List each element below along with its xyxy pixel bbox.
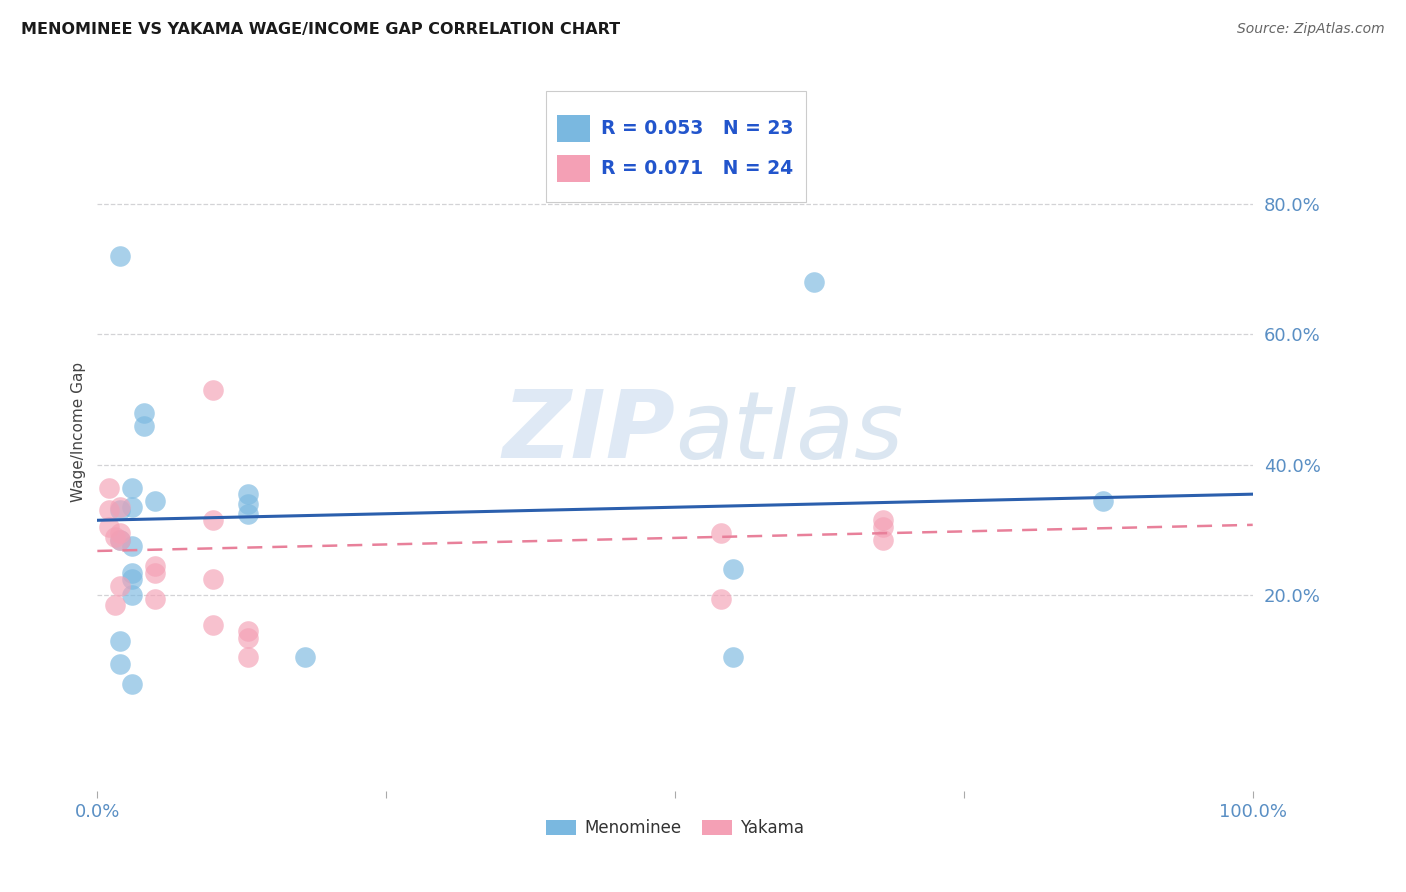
FancyBboxPatch shape bbox=[557, 115, 589, 142]
Point bbox=[710, 526, 733, 541]
Point bbox=[110, 249, 132, 263]
Point bbox=[110, 533, 132, 547]
Point bbox=[104, 598, 127, 612]
Point bbox=[132, 418, 155, 433]
Legend: Menominee, Yakama: Menominee, Yakama bbox=[540, 813, 811, 844]
Point bbox=[236, 487, 259, 501]
Point bbox=[721, 650, 744, 665]
Point bbox=[236, 507, 259, 521]
Point bbox=[143, 566, 166, 580]
Point bbox=[110, 533, 132, 547]
Point bbox=[121, 588, 143, 602]
Text: R = 0.053   N = 23: R = 0.053 N = 23 bbox=[602, 119, 793, 137]
Point bbox=[201, 513, 224, 527]
Point bbox=[121, 676, 143, 690]
Point bbox=[1091, 493, 1114, 508]
Point bbox=[121, 572, 143, 586]
Text: MENOMINEE VS YAKAMA WAGE/INCOME GAP CORRELATION CHART: MENOMINEE VS YAKAMA WAGE/INCOME GAP CORR… bbox=[21, 22, 620, 37]
Point bbox=[710, 591, 733, 606]
Point bbox=[97, 503, 120, 517]
Point bbox=[104, 530, 127, 544]
Point bbox=[143, 591, 166, 606]
FancyBboxPatch shape bbox=[546, 91, 806, 202]
Point bbox=[803, 275, 825, 289]
Point bbox=[236, 631, 259, 645]
Point bbox=[110, 500, 132, 515]
Point bbox=[201, 383, 224, 397]
Point bbox=[121, 540, 143, 554]
Point bbox=[97, 520, 120, 534]
FancyBboxPatch shape bbox=[557, 155, 589, 182]
Point bbox=[872, 513, 894, 527]
Point bbox=[721, 562, 744, 576]
Point bbox=[236, 624, 259, 639]
Text: Source: ZipAtlas.com: Source: ZipAtlas.com bbox=[1237, 22, 1385, 37]
Point bbox=[110, 578, 132, 592]
Point bbox=[110, 503, 132, 517]
Y-axis label: Wage/Income Gap: Wage/Income Gap bbox=[72, 362, 86, 502]
Point bbox=[110, 526, 132, 541]
Point bbox=[110, 634, 132, 648]
Point bbox=[121, 481, 143, 495]
Point bbox=[143, 559, 166, 574]
Point bbox=[143, 493, 166, 508]
Text: ZIP: ZIP bbox=[502, 386, 675, 478]
Point bbox=[294, 650, 316, 665]
Point bbox=[236, 650, 259, 665]
Point bbox=[872, 520, 894, 534]
Point bbox=[872, 533, 894, 547]
Text: R = 0.071   N = 24: R = 0.071 N = 24 bbox=[602, 159, 793, 178]
Point bbox=[132, 405, 155, 419]
Point bbox=[97, 481, 120, 495]
Point bbox=[201, 572, 224, 586]
Point bbox=[110, 657, 132, 671]
Point bbox=[121, 566, 143, 580]
Point bbox=[121, 500, 143, 515]
Text: atlas: atlas bbox=[675, 386, 903, 477]
Point bbox=[201, 617, 224, 632]
Point bbox=[236, 497, 259, 511]
